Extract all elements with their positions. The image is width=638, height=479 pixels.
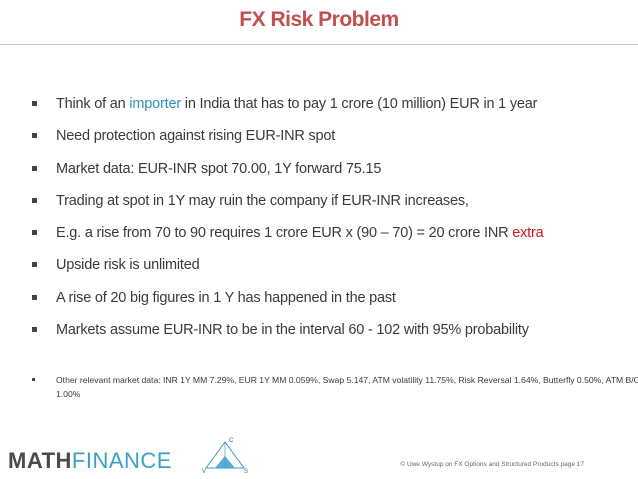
market-data-note: Other relevant market data: INR 1Y MM 7.…: [30, 373, 638, 401]
bullet-item: Upside risk is unlimited: [30, 249, 630, 281]
bullet-item: E.g. a rise from 70 to 90 requires 1 cro…: [30, 217, 630, 249]
bullet-marker: [32, 294, 37, 300]
bullet-marker: [32, 165, 37, 171]
bullet-item: A rise of 20 big figures in 1 Y has happ…: [30, 282, 630, 314]
bullet-item: Market data: EUR-INR spot 70.00, 1Y forw…: [30, 153, 630, 185]
bullet-item: Trading at spot in 1Y may ruin the compa…: [30, 185, 630, 217]
bullet-item: Need protection against rising EUR-INR s…: [30, 120, 630, 152]
mathfinance-logo: MATHFINANCE: [8, 448, 172, 474]
bullet-marker: [32, 197, 37, 203]
bullet-text: E.g. a rise from 70 to 90 requires 1 cro…: [56, 225, 513, 242]
logo-triangle-icon: C V S: [202, 438, 248, 474]
triangle-label-s: S: [244, 469, 248, 474]
note-text: Other relevant market data: INR 1Y MM 7.…: [56, 375, 638, 399]
bullet-marker: [32, 101, 37, 106]
bullet-marker: [32, 262, 37, 268]
logo-text-math: MATH: [8, 448, 72, 473]
highlight-extra: extra: [512, 225, 544, 242]
triangle-label-v: V: [202, 469, 206, 474]
bullet-item: Think of an importer in India that has t…: [30, 88, 630, 120]
triangle-fill: [215, 456, 235, 468]
highlight-importer: importer: [129, 96, 181, 112]
bullet-item: Markets assume EUR-INR to be in the inte…: [30, 314, 630, 346]
bullet-marker: [32, 230, 37, 236]
title-divider: [0, 44, 638, 45]
bullet-text: Need protection against rising EUR-INR s…: [56, 128, 336, 145]
bullet-text: Market data: EUR-INR spot 70.00, 1Y forw…: [56, 160, 382, 177]
footer-copyright: © Uwe Wystup on FX Options and Structure…: [400, 461, 584, 468]
slide-title: FX Risk Problem: [239, 8, 399, 31]
triangle-label-c: C: [229, 438, 234, 444]
bullet-text: Think of an: [56, 96, 130, 112]
bullet-text-rest: in India that has to pay 1 crore (10 mil…: [180, 96, 538, 112]
bullet-text: Trading at spot in 1Y may ruin the compa…: [56, 192, 469, 209]
bullet-marker: [32, 133, 37, 139]
bullet-marker: [32, 327, 37, 333]
bullet-list: Think of an importer in India that has t…: [30, 88, 630, 346]
logo-text-finance: FINANCE: [71, 448, 172, 473]
bullet-marker: [32, 378, 35, 381]
bullet-text: A rise of 20 big figures in 1 Y has happ…: [56, 289, 396, 306]
bullet-text: Markets assume EUR-INR to be in the inte…: [56, 322, 529, 339]
bullet-text: Upside risk is unlimited: [56, 257, 200, 274]
